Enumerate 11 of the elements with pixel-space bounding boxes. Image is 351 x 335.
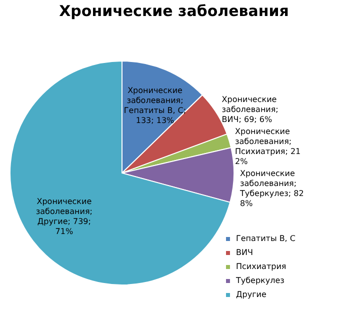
data-label: Хронические заболевания; Туберкулез; 82 8% — [238, 169, 304, 208]
data-label: Хронические заболевания; ВИЧ; 69; 6% — [222, 95, 278, 124]
data-label: Хронические заболевания; Психиатрия; 21 2% — [235, 127, 301, 166]
legend-label: Другие — [236, 290, 266, 299]
legend-label: Туберкулез — [235, 276, 284, 285]
legend-label: ВИЧ — [236, 248, 253, 257]
data-label: Хронические заболевания; Гепатиты B, C; 133; 13% — [124, 86, 186, 125]
chart-title: Хронические заболевания — [59, 2, 289, 20]
legend-label: Психиатрия — [236, 262, 286, 271]
data-label: Хронические заболевания; Другие; 739; 71% — [36, 197, 92, 236]
legend-label: Гепатиты B, C — [236, 234, 296, 243]
